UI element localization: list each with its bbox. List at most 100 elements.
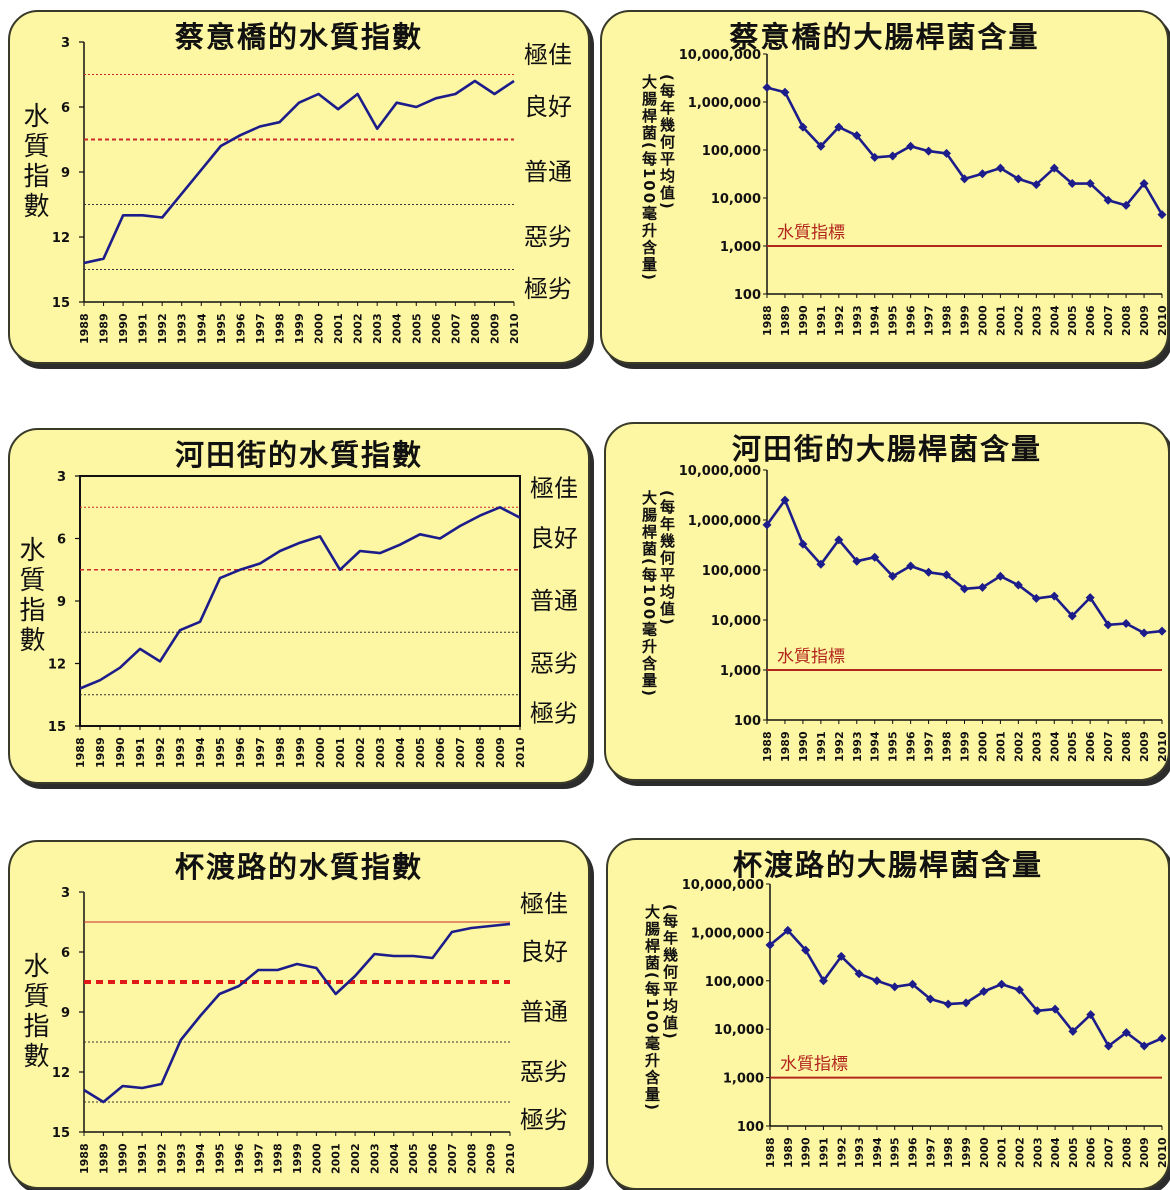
reference-label: 水質指標 xyxy=(777,223,845,243)
x-tick-label: 2001 xyxy=(330,1143,343,1174)
x-tick-label: 2003 xyxy=(1030,731,1043,762)
y-tick-label: 10,000 xyxy=(711,614,761,629)
y-tick-label: 100 xyxy=(734,288,761,303)
x-tick-label: 2003 xyxy=(371,313,384,344)
x-tick-label: 1995 xyxy=(214,1143,227,1174)
y-tick-label: 1,000 xyxy=(723,1072,764,1087)
plot-frame xyxy=(79,475,521,727)
x-tick-label: 2003 xyxy=(374,737,387,768)
x-tick-label: 2010 xyxy=(508,313,521,344)
x-tick-label: 2003 xyxy=(1031,1137,1044,1168)
x-tick-label: 1989 xyxy=(779,305,792,336)
data-point xyxy=(1085,179,1095,189)
x-tick-label: 2006 xyxy=(430,313,443,344)
y-axis-title: 水質指數 xyxy=(15,536,45,656)
y-tick-label: 1,000 xyxy=(720,664,761,679)
data-point xyxy=(1139,179,1149,189)
y-tick-label: 100 xyxy=(734,714,761,729)
x-tick-label: 1999 xyxy=(293,313,306,344)
data-point xyxy=(924,146,934,156)
y-axis-title: 大腸桿菌(每100毫升含量) xyxy=(640,73,658,282)
data-point xyxy=(870,552,880,562)
chart-title: 河田街的水質指數 xyxy=(174,438,423,472)
x-tick-label: 1989 xyxy=(94,737,107,768)
x-tick-label: 1988 xyxy=(761,305,774,336)
x-tick-label: 1993 xyxy=(175,1143,188,1174)
data-point xyxy=(890,982,900,992)
data-point xyxy=(852,556,862,566)
band-label: 惡劣 xyxy=(530,650,578,678)
x-tick-label: 2010 xyxy=(1156,731,1169,762)
x-tick-label: 1988 xyxy=(761,731,774,762)
band-label: 極劣 xyxy=(530,700,578,728)
x-tick-label: 1994 xyxy=(869,305,882,336)
y-tick-label: 10,000 xyxy=(714,1023,764,1038)
x-tick-label: 1993 xyxy=(851,731,864,762)
band-label: 極佳 xyxy=(530,475,578,503)
y-tick-label: 15 xyxy=(52,1126,70,1141)
series-line xyxy=(769,929,1163,1048)
x-tick-label: 2001 xyxy=(996,1137,1009,1168)
x-tick-label: 2008 xyxy=(1120,731,1133,762)
x-tick-label: 2001 xyxy=(994,731,1007,762)
data-point xyxy=(943,999,953,1009)
data-point xyxy=(780,87,790,97)
x-tick-label: 1996 xyxy=(905,731,918,762)
data-point xyxy=(995,163,1005,173)
data-point xyxy=(1050,1004,1060,1014)
x-tick-label: 2005 xyxy=(407,1143,420,1174)
data-point xyxy=(977,582,987,592)
x-tick-label: 1999 xyxy=(294,737,307,768)
y-tick-label: 12 xyxy=(48,658,66,673)
series-line xyxy=(79,506,521,690)
data-point xyxy=(780,495,790,505)
y-tick-label: 15 xyxy=(52,296,70,311)
data-point xyxy=(1031,180,1041,190)
data-point xyxy=(1068,1026,1078,1036)
x-tick-label: 2007 xyxy=(446,1143,459,1174)
x-tick-label: 1994 xyxy=(869,731,882,762)
data-point xyxy=(1139,1041,1149,1051)
x-tick-label: 1991 xyxy=(134,737,147,768)
x-tick-label: 1999 xyxy=(959,731,972,762)
x-tick-label: 2005 xyxy=(1067,1137,1080,1168)
x-tick-label: 1995 xyxy=(215,313,228,344)
x-tick-label: 2002 xyxy=(354,737,367,768)
x-tick-label: 1992 xyxy=(835,1137,848,1168)
x-tick-label: 2005 xyxy=(414,737,427,768)
y-tick-label: 3 xyxy=(61,36,70,51)
y-axis-title: 水質指數 xyxy=(19,952,49,1072)
data-point xyxy=(798,122,808,132)
x-tick-label: 2004 xyxy=(391,313,404,344)
x-tick-label: 1999 xyxy=(959,305,972,336)
band-label: 良好 xyxy=(530,525,578,553)
chart-title: 杯渡路的水質指數 xyxy=(174,850,423,884)
series-line xyxy=(766,86,1164,216)
x-tick-label: 1997 xyxy=(254,737,267,768)
wqi-chart: 3 6 9 12 15 1988 1989 1990 1991 1992 1993 1994 1995 1… xyxy=(19,36,572,344)
x-tick-label: 2010 xyxy=(514,737,527,768)
y-tick-label: 9 xyxy=(61,166,70,181)
data-point xyxy=(1103,195,1113,205)
chart-title: 河田街的大腸桿菌含量 xyxy=(731,432,1042,466)
y-tick-label: 9 xyxy=(57,595,66,610)
band-label: 極佳 xyxy=(520,890,568,918)
x-tick-label: 1996 xyxy=(233,1143,246,1174)
y-tick-label: 3 xyxy=(57,470,66,485)
x-tick-label: 1994 xyxy=(195,313,208,344)
data-point xyxy=(977,169,987,179)
data-point xyxy=(942,570,952,580)
x-tick-label: 1990 xyxy=(797,305,810,336)
x-tick-label: 1997 xyxy=(923,731,936,762)
x-tick-label: 1994 xyxy=(194,737,207,768)
x-tick-label: 2009 xyxy=(494,737,507,768)
x-tick-label: 2009 xyxy=(1138,305,1151,336)
x-tick-label: 1991 xyxy=(815,305,828,336)
x-tick-label: 1996 xyxy=(234,313,247,344)
x-tick-label: 2005 xyxy=(1066,305,1079,336)
band-label: 極劣 xyxy=(520,1106,568,1134)
x-tick-label: 2007 xyxy=(449,313,462,344)
band-label: 惡劣 xyxy=(520,1058,568,1086)
x-tick-label: 1988 xyxy=(78,1143,91,1174)
data-point xyxy=(908,979,918,989)
